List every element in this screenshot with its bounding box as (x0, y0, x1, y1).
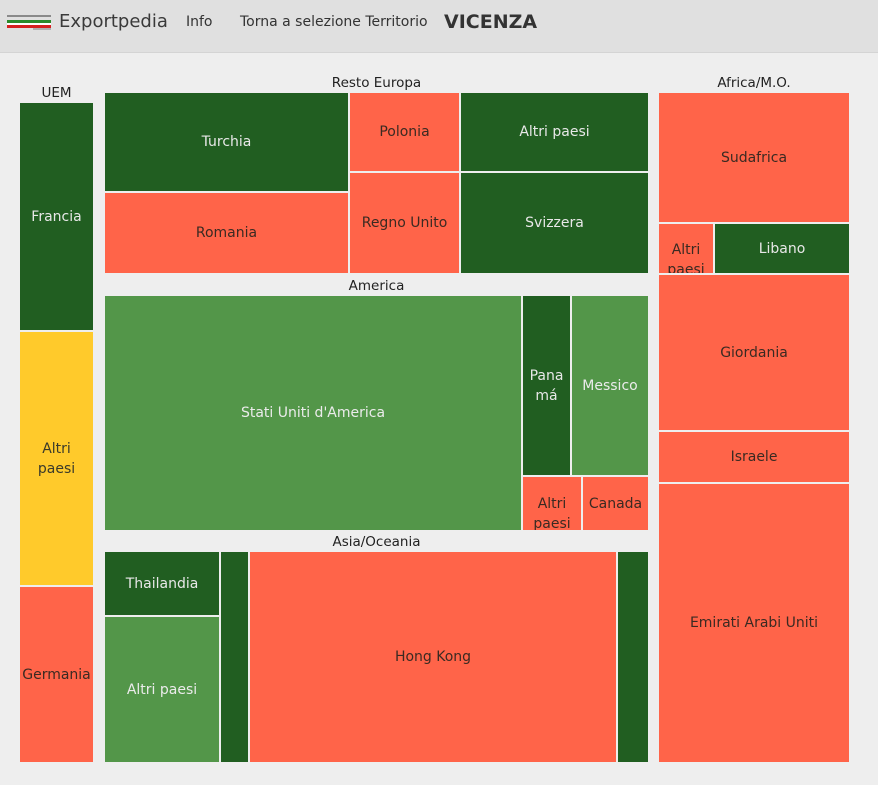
group-label-resto-europa: Resto Europa (331, 75, 422, 91)
tile-israele[interactable]: Israele (659, 432, 849, 482)
group-label-asia-oceania: Asia/Oceania (332, 534, 421, 550)
tile-label: Libano (758, 240, 806, 257)
tile-regno-unito[interactable]: Regno Unito (350, 173, 459, 273)
tile-asia-unlabeled-1[interactable] (221, 552, 248, 762)
tile-romania[interactable]: Romania (105, 193, 348, 273)
exportpedia-logo[interactable] (7, 13, 51, 31)
tile-messico[interactable]: Messico (572, 296, 648, 475)
tile-francia[interactable]: Francia (20, 103, 93, 330)
tile-asia-unlabeled-2[interactable] (618, 552, 648, 762)
nav-back-to-territory-link[interactable]: Torna a selezione Territorio (240, 14, 428, 30)
tile-label: Altri paesi (126, 681, 198, 698)
tile-label: Svizzera (525, 215, 584, 231)
tile-label: Emirati Arabi Uniti (689, 615, 819, 631)
tile-giordania[interactable]: Giordania (659, 275, 849, 430)
page-title: VICENZA (444, 11, 538, 33)
tile-label: Polonia (379, 124, 430, 140)
tile-label: Canada (588, 495, 643, 512)
tile-emirati-arabi-uniti[interactable]: Emirati Arabi Uniti (659, 484, 849, 762)
brand-link[interactable]: Exportpedia (59, 11, 168, 32)
tile-libano[interactable]: Libano (715, 224, 849, 273)
tile-label: Francia (31, 208, 82, 225)
tile-resto-europa-altri-paesi[interactable]: Altri paesi (461, 93, 648, 171)
group-label-america: America (348, 278, 405, 294)
tile-panama[interactable]: Panamá (523, 296, 570, 475)
tile-label: Hong Kong (394, 649, 472, 665)
nav-info-link[interactable]: Info (186, 14, 213, 30)
tile-africa-altri-paesi[interactable]: Altri paesi (659, 224, 713, 273)
tile-label: Germania (22, 666, 91, 683)
tile-label: Panamá (529, 367, 564, 404)
tile-label: Altri paesi (519, 124, 590, 140)
tile-uem-altri-paesi[interactable]: Altri paesi (20, 332, 93, 585)
group-label-uem: UEM (41, 85, 72, 101)
tile-america-altri-paesi[interactable]: Altri paesi (523, 477, 581, 530)
tile-stati-uniti[interactable]: Stati Uniti d'America (105, 296, 521, 530)
tile-label: Thailandia (125, 575, 199, 592)
tile-label: Turchia (201, 134, 252, 150)
tile-polonia[interactable]: Polonia (350, 93, 459, 171)
tile-germania[interactable]: Germania (20, 587, 93, 762)
tile-label: Giordania (720, 344, 788, 361)
tile-svizzera[interactable]: Svizzera (461, 173, 648, 273)
tile-label: Stati Uniti d'America (240, 405, 386, 421)
tile-label: Romania (195, 225, 258, 241)
tile-thailandia[interactable]: Thailandia (105, 552, 219, 615)
tile-label: Regno Unito (361, 215, 448, 231)
top-bar: Exportpedia Info Torna a selezione Terri… (0, 0, 878, 53)
tile-canada[interactable]: Canada (583, 477, 648, 530)
tile-label: Altri paesi (533, 496, 571, 530)
tile-sudafrica[interactable]: Sudafrica (659, 93, 849, 222)
tile-asia-altri-paesi[interactable]: Altri paesi (105, 617, 219, 762)
group-label-africa-mo: Africa/M.O. (717, 75, 791, 91)
tile-label: Israele (730, 449, 778, 465)
tile-turchia[interactable]: Turchia (105, 93, 348, 191)
tile-hong-kong[interactable]: Hong Kong (250, 552, 616, 762)
tile-label: Sudafrica (720, 149, 788, 166)
tile-label: Messico (582, 377, 638, 394)
tile-label: Altri paesi (37, 440, 76, 477)
tile-label: Altri paesi (667, 242, 705, 273)
